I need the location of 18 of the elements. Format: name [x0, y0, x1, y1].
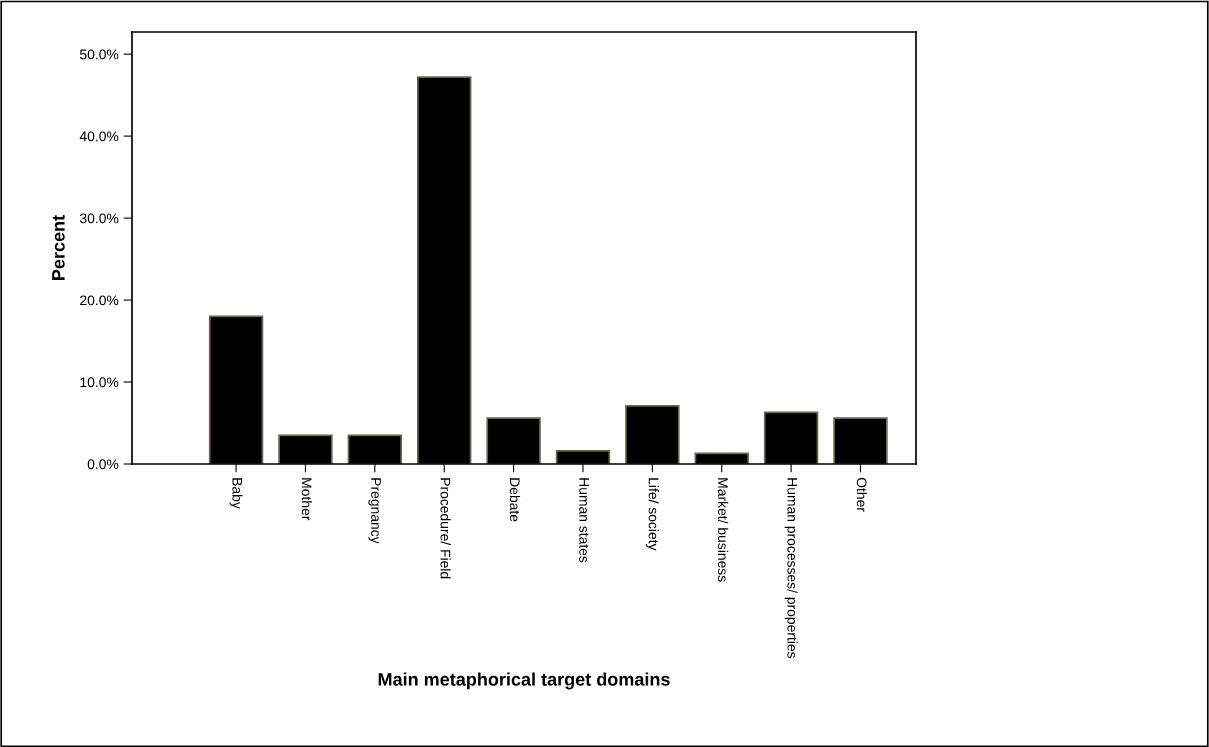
y-tick-label: 20.0% [80, 295, 119, 306]
y-tick-label: 50.0% [79, 49, 119, 60]
x-tick-label: Baby [229, 478, 243, 509]
x-axis-title: Main metaphorical target domains [378, 672, 670, 690]
x-tick-label: Debate [509, 478, 521, 522]
x-tick-label: Human states [579, 478, 589, 563]
x-tick-label: Mother [301, 478, 312, 521]
x-tick-label: Other [856, 477, 867, 512]
y-axis-title: Percent [52, 215, 65, 280]
x-tick-label: Human processes/ properties [784, 478, 798, 659]
y-tick-label: 0.0% [87, 459, 119, 470]
x-tick-label: Procedure/ Field [440, 478, 451, 579]
y-tick-label: 30.0% [79, 213, 119, 224]
x-tick-label: Life/ society [645, 478, 659, 551]
y-tick-label: 40.0% [79, 131, 119, 142]
x-tick-label: Market/ business [718, 478, 729, 582]
y-tick-label: 10.0% [80, 377, 119, 388]
x-tick-label: Pregnancy [368, 478, 381, 544]
